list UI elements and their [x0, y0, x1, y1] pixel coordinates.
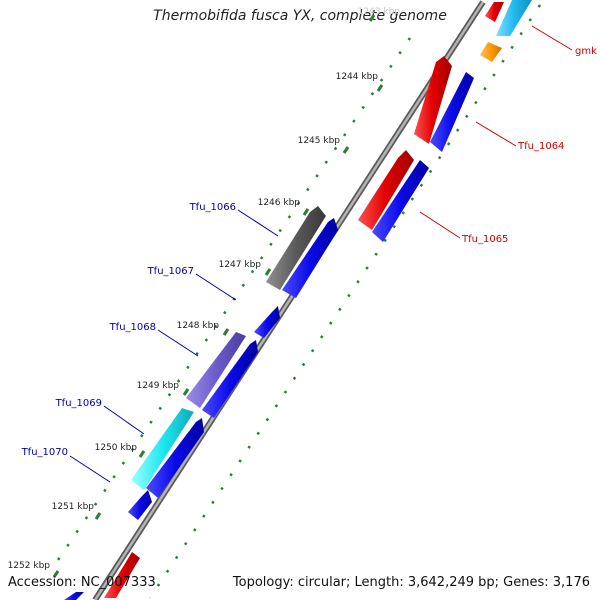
gene-tfu-1070[interactable]	[146, 418, 204, 498]
tick-mark	[182, 388, 190, 396]
gene-labels: gmk Tfu_1064 Tfu_1065 Tfu_1066 Tfu_1067 Tfu_1…	[21, 25, 597, 483]
tick-label: 1249 kbp	[137, 381, 180, 391]
gene-label[interactable]: Tfu_1070	[21, 447, 68, 458]
tick-mark	[342, 146, 350, 154]
tick-mark	[138, 450, 146, 458]
gene-leader-line	[419, 211, 461, 239]
gene-reverse-blue-2[interactable]	[372, 160, 429, 242]
gene-leader-line	[103, 405, 145, 435]
tick-mark	[264, 268, 272, 276]
map-title: Thermobifida fusca YX, complete genome	[153, 8, 447, 24]
gene-leader-line	[195, 273, 237, 301]
accession-label: Accession: NC_007333	[8, 575, 156, 590]
gene-leader-line	[237, 209, 279, 237]
tick-mark	[376, 84, 384, 92]
gene-label[interactable]: Tfu_1069	[55, 398, 102, 409]
tick-label: 1248 kbp	[177, 321, 220, 331]
gene-leader-line	[531, 25, 573, 51]
tick-marks	[52, 14, 384, 578]
tick-mark	[302, 208, 310, 216]
tick-label: 1246 kbp	[258, 198, 301, 208]
tick-label: 1244 kbp	[336, 72, 379, 82]
gene-forward-bottom[interactable]	[64, 592, 84, 600]
gene-tfu-1064[interactable]	[414, 56, 452, 144]
gene-tfu-1069[interactable]	[131, 408, 194, 490]
gene-tfu-1066[interactable]	[266, 206, 326, 290]
tick-mark	[52, 570, 60, 578]
gene-forward-blue-1[interactable]	[282, 218, 338, 298]
gene-top-skyblue[interactable]	[496, 0, 532, 36]
gene-gmk[interactable]	[480, 42, 502, 62]
gene-leader-line	[157, 329, 199, 357]
gene-label[interactable]: Tfu_1066	[189, 202, 236, 213]
inner-dotted-track	[148, 4, 542, 599]
tick-label: 1243 kbp	[358, 7, 401, 17]
gene-reverse-blue-1[interactable]	[430, 72, 474, 152]
gene-leader-line	[69, 455, 111, 483]
gene-tfu-1068[interactable]	[186, 332, 246, 408]
gene-forward-blue-2[interactable]	[202, 340, 258, 418]
tick-label: 1252 kbp	[8, 561, 51, 571]
tick-label: 1250 kbp	[95, 443, 138, 453]
gene-label[interactable]: Tfu_1068	[109, 322, 156, 333]
gene-label[interactable]: Tfu_1064	[517, 141, 564, 152]
tick-mark	[222, 328, 230, 336]
backbone-highlight	[93, 1, 485, 600]
gene-tfu-1065[interactable]	[358, 150, 414, 230]
gene-reverse-top[interactable]	[485, 2, 504, 22]
gene-reverse-bottom[interactable]	[104, 552, 140, 598]
tick-labels: 1243 kbp 1244 kbp 1245 kbp 1246 kbp 1247 kbp…	[8, 7, 401, 571]
tick-label: 1247 kbp	[219, 260, 262, 270]
gene-forward-blue-3[interactable]	[128, 490, 152, 520]
gene-label[interactable]: Tfu_1065	[461, 234, 508, 245]
gene-leader-line	[475, 121, 517, 147]
gene-label[interactable]: Tfu_1067	[147, 266, 194, 277]
tick-label: 1245 kbp	[298, 136, 341, 146]
tick-mark	[368, 14, 376, 22]
tick-label: 1251 kbp	[52, 502, 95, 512]
gene-label[interactable]: gmk	[575, 46, 597, 57]
gene-tfu-1067[interactable]	[254, 306, 280, 338]
tick-mark	[94, 512, 102, 520]
genome-summary: Topology: circular; Length: 3,642,249 bp…	[232, 575, 590, 590]
